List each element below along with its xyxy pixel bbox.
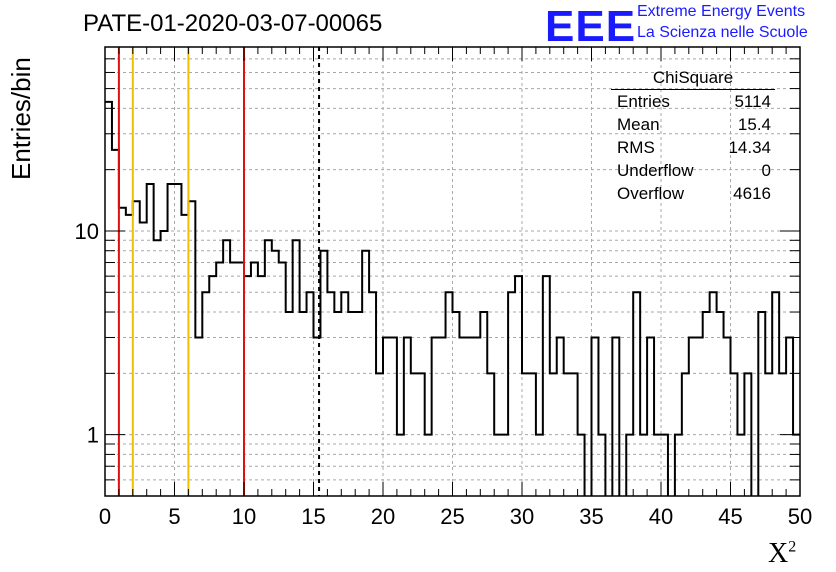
x-tick-label: 10 — [232, 504, 256, 529]
stats-value: 4616 — [733, 184, 771, 203]
stats-label: Underflow — [617, 161, 694, 180]
stats-value: 5114 — [734, 92, 771, 111]
logo-line-1: Extreme Energy Events — [637, 3, 806, 20]
chart-title: PATE-01-2020-03-07-00065 — [83, 10, 383, 37]
histogram-outline — [105, 100, 800, 496]
stats-row-overflow: Overflow 4616 — [611, 182, 775, 205]
stats-row-rms: RMS 14.34 — [611, 136, 775, 159]
y-tick-label: 1 — [87, 423, 99, 448]
eee-logo: EEE — [545, 2, 637, 51]
x-axis-label: X2 — [768, 538, 796, 570]
stats-label: Mean — [617, 115, 660, 134]
x-axis-label-exponent: 2 — [788, 538, 797, 556]
stats-label: RMS — [617, 138, 655, 157]
x-tick-label: 45 — [718, 504, 742, 529]
x-tick-label: 5 — [168, 504, 180, 529]
stats-label: Overflow — [617, 184, 685, 203]
x-tick-label: 30 — [510, 504, 534, 529]
x-tick-label: 20 — [371, 504, 395, 529]
logo-line-2: La Scienza nelle Scuole — [637, 24, 808, 41]
x-axis-label-base: X — [768, 538, 789, 569]
axis-ticks — [104, 46, 801, 497]
stats-row-entries: Entries 5114 — [611, 90, 775, 113]
y-axis-label: Entries/bin — [6, 57, 36, 180]
stats-box: ChiSquare Entries 5114 Mean 15.4 RMS 14.34 … — [611, 67, 775, 205]
x-tick-label: 35 — [579, 504, 603, 529]
x-tick-label: 0 — [99, 504, 111, 529]
stats-row-underflow: Underflow 0 — [611, 159, 775, 182]
stats-value: 0 — [761, 161, 771, 180]
stats-value: 15.4 — [737, 115, 771, 134]
stats-value: 14.34 — [728, 138, 771, 157]
x-tick-label: 40 — [649, 504, 673, 529]
x-tick-label: 25 — [440, 504, 464, 529]
x-tick-label: 15 — [301, 504, 325, 529]
stats-title: ChiSquare — [611, 67, 775, 90]
stats-row-mean: Mean 15.4 — [611, 113, 775, 136]
stats-label: Entries — [617, 92, 670, 111]
x-tick-label: 50 — [788, 504, 812, 529]
y-tick-label: 10 — [75, 219, 99, 244]
